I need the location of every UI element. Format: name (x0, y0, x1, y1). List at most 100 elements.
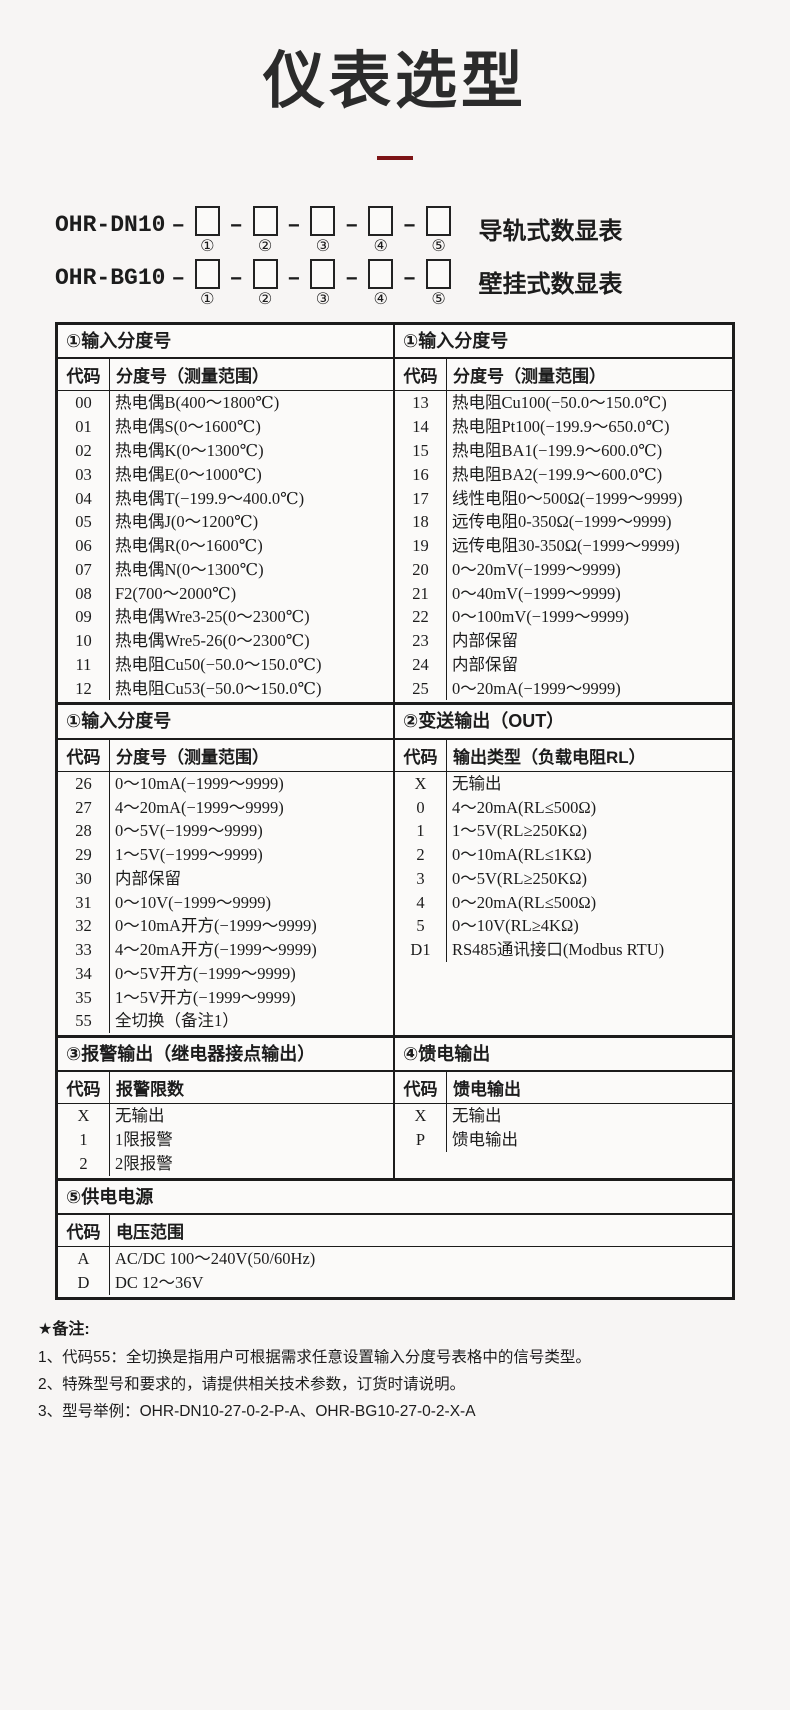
model-slot-index: ⑤ (431, 291, 446, 309)
cell-description: 0～20mA(RL≤500Ω) (452, 892, 597, 912)
model-slot-box[interactable] (194, 206, 220, 237)
section-header-row: ①输入分度号 ①输入分度号 (58, 325, 732, 360)
model-slot-index: ① (200, 238, 215, 256)
cell-description: 1～5V(−1999～9999) (115, 845, 263, 865)
cell-description: 热电偶R(0～1600℃) (115, 536, 263, 556)
model-slot-box[interactable] (425, 259, 451, 290)
model-separator-dash: – (402, 265, 417, 292)
cell-code: 08 (58, 581, 110, 606)
cell-code: 26 (58, 771, 110, 796)
model-slot-index: ④ (373, 291, 388, 309)
table-row: 06 热电偶R(0～1600℃) (58, 534, 393, 558)
cell-description: DC 12～36V (115, 1272, 204, 1292)
table-row: 55 全切换（备注1） (58, 1009, 393, 1034)
table-row: 04 热电偶T(−199.9～400.0℃) (58, 486, 393, 511)
column-header: 代码 输出类型（负载电阻RL） (395, 739, 732, 772)
table-row: 29 1～5V(−1999～9999) (58, 843, 393, 867)
model-slot[interactable]: ⑤ (416, 206, 460, 255)
cell-code: 01 (58, 415, 110, 440)
column-header-description: 馈电输出 (453, 1080, 521, 1100)
model-description: 壁挂式数显表 (478, 271, 623, 299)
model-slot-box[interactable] (252, 206, 278, 237)
model-slot-box[interactable] (425, 206, 451, 237)
cell-description: 4～20mA(RL≤500Ω) (452, 797, 597, 817)
table-body: X 无输出 0 4～20mA(RL≤500Ω) 1 1～5V(RL≥250KΩ) 2 0～10… (395, 771, 732, 962)
cell-code: 11 (58, 652, 110, 677)
table-row: 5 0～10V(RL≥4KΩ) (395, 914, 732, 939)
model-slot-box[interactable] (310, 259, 336, 290)
model-slot[interactable]: ① (185, 206, 229, 255)
cell-description: 4～20mA(−1999～9999) (115, 797, 284, 817)
table-row: 16 热电阻BA2(−199.9～600.0℃) (395, 462, 732, 487)
cell-description: AC/DC 100～240V(50/60Hz) (115, 1249, 316, 1269)
model-separator-dash: – (171, 212, 186, 239)
column-header-description: 分度号（测量范围） (116, 367, 269, 387)
model-separator-dash: – (171, 265, 186, 292)
table-row: 32 0～10mA开方(−1999～9999) (58, 914, 393, 939)
section-body-row: 代码 分度号（测量范围） 26 0～10mA(−1999～9999) 27 4～20mA(… (58, 739, 732, 1036)
model-separator-dash: – (287, 265, 301, 292)
cell-code: 2 (58, 1151, 110, 1176)
model-separator-dash: – (344, 265, 359, 292)
column-header: 代码 分度号（测量范围） (395, 359, 732, 392)
model-slot[interactable]: ④ (359, 206, 403, 255)
cell-description: 1～5V(RL≥250KΩ) (452, 821, 587, 841)
cell-description: 无输出 (452, 773, 502, 793)
model-slot-index: ⑤ (431, 238, 446, 256)
table-row: 2 2限报警 (58, 1151, 393, 1176)
model-slot[interactable]: ④ (359, 259, 403, 308)
table-row: 11 热电阻Cu50(−50.0～150.0℃) (58, 652, 393, 677)
table-row: 09 热电偶Wre3-25(0～2300℃) (58, 605, 393, 630)
cell-code: X (395, 1104, 447, 1129)
cell-description: 1限报警 (115, 1130, 173, 1150)
cell-description: 热电阻Pt100(−199.9～650.0℃) (452, 417, 670, 437)
table-row: P 馈电输出 (395, 1128, 732, 1152)
cell-code: 05 (58, 510, 110, 535)
cell-description: 无输出 (115, 1106, 165, 1126)
model-slot[interactable]: ③ (301, 206, 345, 255)
cell-code: 32 (58, 914, 110, 939)
model-slot-box[interactable] (368, 206, 394, 237)
cell-code: 2 (395, 843, 447, 867)
cell-code: 03 (58, 462, 110, 487)
table-row: 03 热电偶E(0～1000℃) (58, 462, 393, 487)
table-row: 34 0～5V开方(−1999～9999) (58, 961, 393, 986)
model-slot-box[interactable] (310, 206, 336, 237)
cell-code: 18 (395, 510, 447, 535)
table-row: D DC 12～36V (58, 1270, 732, 1295)
table-row: 01 热电偶S(0～1600℃) (58, 415, 393, 440)
cell-code: 00 (58, 391, 110, 416)
model-slot[interactable]: ① (185, 259, 229, 308)
cell-description: RS485通讯接口(Modbus RTU) (452, 940, 665, 960)
column-header-code: 代码 (58, 1215, 110, 1247)
model-slot-box[interactable] (368, 259, 394, 290)
cell-code: 24 (395, 652, 447, 677)
model-slot[interactable]: ③ (301, 259, 345, 308)
column-header: 代码 电压范围 (58, 1215, 732, 1248)
note-item: 1、代码55：全切换是指用户可根据需求任意设置输入分度号表格中的信号类型。 (38, 1348, 591, 1366)
cell-code: 35 (58, 985, 110, 1010)
column-header: 代码 报警限数 (58, 1072, 393, 1105)
cell-code: 17 (395, 486, 447, 511)
column-header: 代码 分度号（测量范围） (58, 359, 393, 392)
section-column-left: 代码 分度号（测量范围） 26 0～10mA(−1999～9999) 27 4～20mA(… (58, 739, 395, 1036)
page-title: 仪表选型 (262, 47, 527, 116)
cell-code: 3 (395, 866, 447, 891)
table-row: 10 热电偶Wre5-26(0～2300℃) (58, 629, 393, 653)
section-column-power: 代码 电压范围 A AC/DC 100～240V(50/60Hz) D DC 12～36V (58, 1215, 732, 1297)
cell-code: 07 (58, 557, 110, 582)
cell-code: 06 (58, 534, 110, 558)
model-slot[interactable]: ② (243, 259, 287, 308)
model-slot[interactable]: ⑤ (416, 259, 460, 308)
model-slot-box[interactable] (194, 259, 220, 290)
column-header-code: 代码 (395, 359, 447, 391)
cell-description: 热电阻BA1(−199.9～600.0℃) (452, 441, 663, 461)
table-row: X 无输出 (395, 1104, 732, 1129)
model-slot-box[interactable] (252, 259, 278, 290)
model-slot[interactable]: ② (243, 206, 287, 255)
table-row: 3 0～5V(RL≥250KΩ) (395, 866, 732, 891)
cell-description: 全切换（备注1） (115, 1011, 239, 1031)
table-body: 00 热电偶B(400～1800℃) 01 热电偶S(0～1600℃) 02 热电偶K(0… (58, 391, 393, 701)
table-row: 12 热电阻Cu53(−50.0～150.0℃) (58, 676, 393, 701)
table-row: 02 热电偶K(0～1300℃) (58, 439, 393, 463)
